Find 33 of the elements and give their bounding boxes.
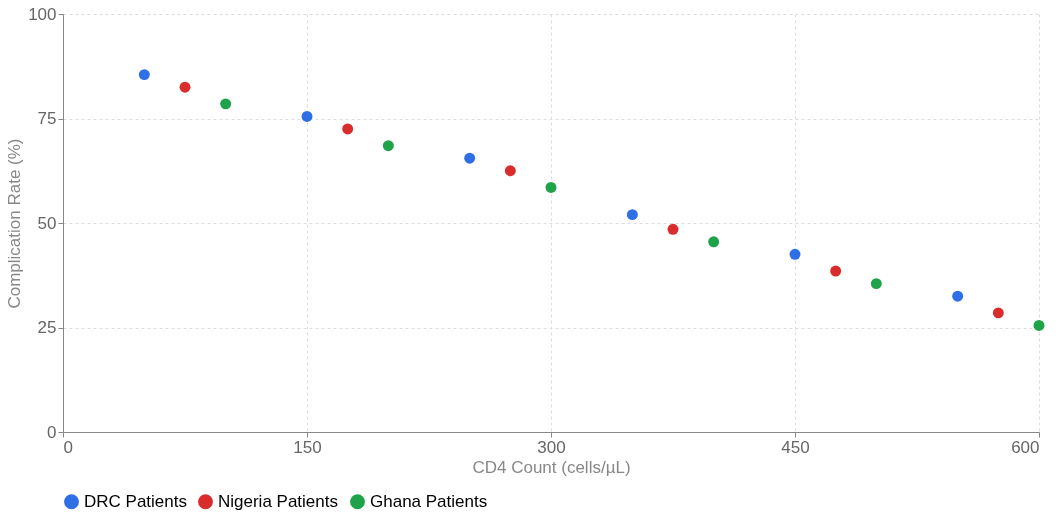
point: [789, 248, 801, 260]
x-tick-label: 300: [537, 437, 566, 457]
point: [504, 165, 516, 177]
point: [179, 81, 191, 93]
point: [992, 307, 1004, 319]
point: [1033, 319, 1045, 331]
y-tick-label: 0: [47, 422, 57, 442]
legend-label: Ghana Patients: [370, 491, 488, 511]
point: [708, 236, 720, 248]
x-tick-label: 0: [63, 437, 73, 457]
y-tick-label: 50: [37, 213, 57, 233]
x-tick-label: 600: [1011, 437, 1040, 457]
legend-label: Nigeria Patients: [218, 491, 339, 511]
legend-label: DRC Patients: [84, 491, 187, 511]
point: [952, 290, 964, 302]
point: [342, 123, 354, 135]
point: [545, 182, 557, 193]
point: [382, 140, 394, 152]
point: [301, 110, 313, 122]
y-tick-label: 25: [37, 318, 57, 337]
x-tick-label: 150: [293, 437, 322, 457]
y-tick-label: 75: [37, 109, 57, 128]
point: [138, 69, 150, 81]
point: [870, 278, 882, 290]
point: [220, 98, 232, 110]
y-axis-title: Complication Rate (%): [5, 138, 25, 309]
y-tick-label: 100: [28, 4, 57, 24]
x-tick-label: 450: [781, 437, 810, 457]
point: [464, 152, 476, 164]
point: [830, 265, 842, 277]
point: [667, 223, 679, 235]
point: [626, 209, 638, 221]
x-axis-title: CD4 Count (cells/µL): [472, 457, 631, 477]
